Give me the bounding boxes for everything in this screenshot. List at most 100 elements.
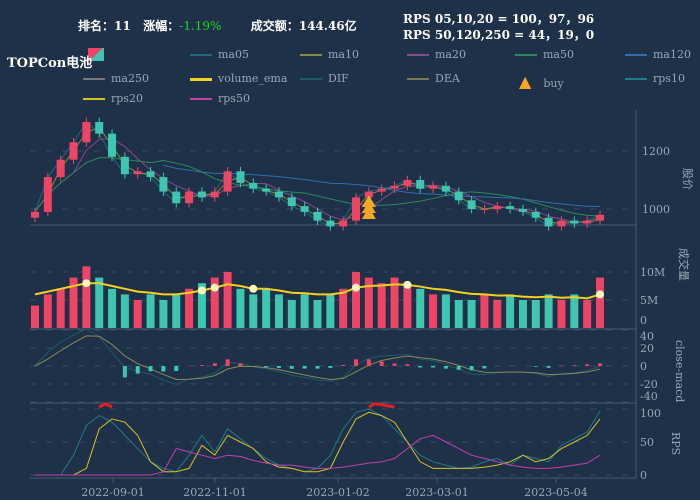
legend-item-volume_ema[interactable]: volume_ema <box>190 72 287 85</box>
candle <box>518 209 527 212</box>
macd-bar <box>482 366 487 369</box>
rps-short: RPS 05,10,20 = 100，97，96 <box>403 12 595 26</box>
candle <box>339 220 348 227</box>
macd-tick: -40 <box>640 390 658 403</box>
rps-tick: 50 <box>640 436 654 449</box>
legend-label: rps20 <box>111 92 143 105</box>
legend-item-ma20[interactable]: ma20 <box>407 48 466 61</box>
macd-bar <box>289 366 294 369</box>
candle <box>570 220 579 224</box>
volume-bar <box>223 272 232 328</box>
macd-bar <box>135 366 140 374</box>
legend-item-DIF[interactable]: DIF <box>300 72 349 85</box>
line-swatch-icon <box>407 54 429 56</box>
macd-bar <box>225 359 230 366</box>
candle <box>596 214 604 221</box>
legend-label: ma20 <box>435 48 466 61</box>
volume-bar <box>518 300 527 328</box>
legend-label: ma50 <box>543 48 574 61</box>
legend-label: ma10 <box>328 48 359 61</box>
macd-bar <box>405 364 410 366</box>
volume-bar <box>352 272 361 328</box>
macd-bar <box>469 366 474 371</box>
candle <box>146 171 155 178</box>
macd-tick: 40 <box>640 330 654 343</box>
candle <box>249 182 258 189</box>
rps-line-rps50 <box>35 434 601 476</box>
volume-bar <box>159 300 168 328</box>
macd-bar <box>161 366 166 372</box>
macd-tick: -20 <box>640 378 658 391</box>
line-swatch-icon <box>83 98 105 100</box>
legend-item-ma50[interactable]: ma50 <box>515 48 574 61</box>
x-tick-label: 2023-03-01 <box>405 486 468 499</box>
legend-item-DEA[interactable]: DEA <box>407 72 460 85</box>
legend-label: volume_ema <box>218 72 288 85</box>
legend-label: DIF <box>328 72 349 85</box>
legend-item-ma120[interactable]: ma120 <box>625 48 691 61</box>
legend-item-rps50[interactable]: rps50 <box>190 92 250 105</box>
macd-bar <box>276 366 281 368</box>
rps-high-marker <box>98 402 113 409</box>
legend-label: buy <box>543 77 564 90</box>
candle <box>557 220 566 227</box>
candle <box>69 142 78 160</box>
volume-ema-line <box>34 282 601 300</box>
candle <box>287 197 296 207</box>
candle <box>454 191 463 201</box>
line-swatch-icon <box>83 78 105 80</box>
legend-item-rps10[interactable]: rps10 <box>625 72 685 85</box>
change-value: -1.19% <box>179 19 222 33</box>
candle <box>159 177 168 192</box>
macd-bar <box>443 366 448 369</box>
rps-long: RPS 50,120,250 = 44，19，0 <box>403 28 595 42</box>
volume-bar <box>441 294 450 328</box>
dif-line <box>34 328 601 386</box>
x-tick-label: 2022-09-01 <box>81 486 144 499</box>
ma-line <box>34 157 601 217</box>
line-swatch-icon <box>300 54 322 56</box>
price-tick: 1200 <box>642 145 670 158</box>
legend-label: rps50 <box>218 92 250 105</box>
macd-bar <box>585 364 590 366</box>
candle <box>403 180 412 186</box>
rank-value: 11 <box>114 19 131 33</box>
macd-bar <box>315 366 320 369</box>
line-swatch-icon <box>190 54 212 56</box>
candle <box>95 122 104 134</box>
candle <box>56 159 65 178</box>
macd-bar <box>456 366 461 370</box>
candle <box>441 185 450 192</box>
volume-bar <box>108 288 117 328</box>
volume-bar <box>95 277 104 328</box>
legend-item-buy[interactable]: ▲ buy <box>515 72 564 91</box>
volume-bar <box>120 294 129 328</box>
legend-item-ma05[interactable]: ma05 <box>190 48 249 61</box>
candle <box>43 177 52 212</box>
candle <box>352 197 361 221</box>
line-swatch-icon <box>190 98 212 100</box>
candle-legend-icon[interactable] <box>88 48 104 61</box>
line-swatch-icon <box>190 77 212 81</box>
candle <box>262 188 271 192</box>
macd-bar <box>174 366 179 372</box>
line-swatch-icon <box>300 78 322 80</box>
legend-item-rps20[interactable]: rps20 <box>83 92 143 105</box>
amount-label: 成交额： <box>250 19 299 33</box>
volume-bar <box>493 300 502 328</box>
macd-bar <box>572 365 577 366</box>
volume-tick: 0 <box>640 314 647 327</box>
candle <box>172 191 181 204</box>
volume-bar <box>544 294 553 328</box>
legend-item-ma250[interactable]: ma250 <box>83 72 149 85</box>
x-tick-label: 2022-11-01 <box>183 486 246 499</box>
volume-ema-point <box>210 283 219 292</box>
legend-item-ma10[interactable]: ma10 <box>300 48 359 61</box>
macd-bar <box>212 363 217 366</box>
volume-bar <box>416 288 425 328</box>
dea-line <box>34 335 601 380</box>
candle <box>108 133 117 157</box>
volume-bar <box>467 300 476 328</box>
volume-bar <box>69 277 78 328</box>
